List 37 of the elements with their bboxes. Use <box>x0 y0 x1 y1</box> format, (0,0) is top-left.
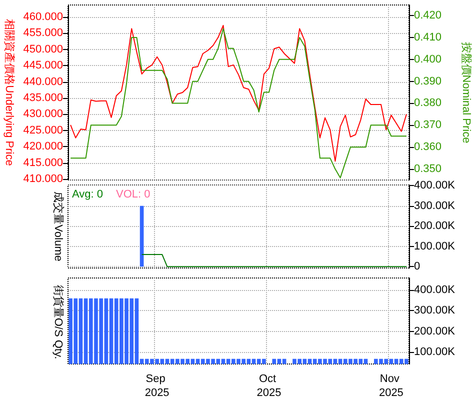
y-tick-label: 425.000 <box>23 124 63 136</box>
y-axis-title: 相關資產價格Underlying Price <box>3 19 16 166</box>
y2-tick-label: 0.400 <box>414 53 442 66</box>
y-tick-label: 420.000 <box>23 140 63 153</box>
annotation: VOL: 0 <box>116 188 150 200</box>
y-tick-label: 300.00K <box>414 304 456 317</box>
y2-tick-label: 0.360 <box>414 141 442 154</box>
y-tick-label: 445.000 <box>23 60 63 72</box>
y2-tick-label: 0.380 <box>414 97 442 110</box>
annotation: Avg: 0 <box>72 188 103 200</box>
y2-tick-label: 0.370 <box>414 119 442 132</box>
y-tick-label: 440.000 <box>23 76 63 88</box>
y2-axis-title: 按盤價Nominal Price <box>460 42 473 144</box>
y2-tick-label: 0.410 <box>414 31 442 44</box>
y-tick-label: 415.000 <box>23 156 63 169</box>
x-tick-label: Sep 2025 <box>144 373 170 399</box>
y-axis-title: 街貨量O/S Qty. <box>52 284 65 360</box>
y-axis-title: 成交量Volume <box>52 192 65 262</box>
y-tick-label: 460.000 <box>23 10 63 23</box>
y-tick-label: 200.00K <box>414 325 456 338</box>
y-tick-label: 100.00K <box>414 240 456 252</box>
y2-tick-label: 0.420 <box>414 10 442 22</box>
y-tick-label: 430.000 <box>23 108 63 120</box>
y2-tick-label: 0.390 <box>414 75 442 88</box>
y-tick-label: 300.00K <box>414 200 456 212</box>
y2-tick-label: 0.350 <box>414 163 442 176</box>
y-tick-label: 200.00K <box>414 220 456 232</box>
y-tick-label: 100.00K <box>414 346 456 358</box>
y-tick-label: 455.000 <box>23 27 63 40</box>
y-tick-label: 435.000 <box>23 92 63 104</box>
y-tick-label: 400.00K <box>414 180 456 192</box>
y-tick-label: 410.000 <box>23 173 63 186</box>
y-tick-label: 0 <box>414 260 420 273</box>
x-tick-label: Nov 2025 <box>378 373 404 399</box>
y-tick-label: 450.000 <box>23 43 63 56</box>
y-tick-label: 400.00K <box>414 284 456 296</box>
x-tick-label: Oct 2025 <box>256 373 282 399</box>
